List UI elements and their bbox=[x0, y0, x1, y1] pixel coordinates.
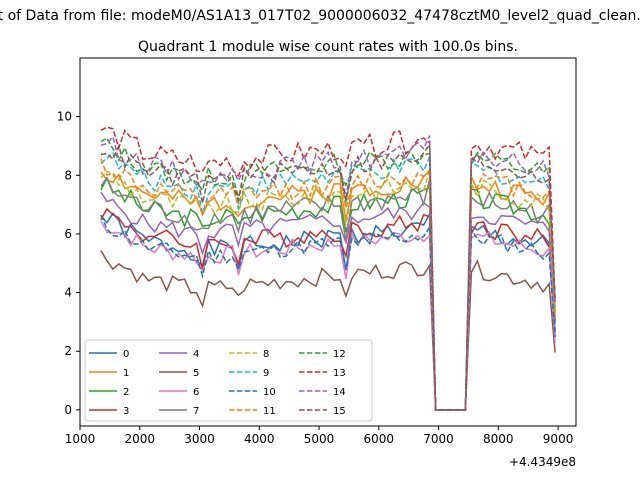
chart-title: Quadrant 1 module wise count rates with … bbox=[138, 39, 518, 55]
x-tick-label: 7000 bbox=[423, 432, 454, 446]
legend-label-3: 3 bbox=[123, 406, 129, 417]
legend-label-5: 5 bbox=[193, 368, 199, 379]
legend-frame bbox=[84, 339, 373, 422]
series-line-8 bbox=[100, 170, 556, 411]
y-tick-label: 10 bbox=[57, 110, 72, 124]
legend-label-14: 14 bbox=[333, 387, 346, 398]
series-line-10 bbox=[100, 214, 556, 411]
legend-label-12: 12 bbox=[333, 349, 346, 360]
legend-label-1: 1 bbox=[123, 368, 129, 379]
legend-label-11: 11 bbox=[263, 406, 276, 417]
series-line-9 bbox=[100, 151, 556, 411]
series-layer bbox=[100, 126, 556, 411]
series-line-2 bbox=[100, 176, 556, 411]
legend-label-4: 4 bbox=[193, 349, 199, 360]
y-tick-label: 4 bbox=[64, 286, 72, 300]
legend-label-9: 9 bbox=[263, 368, 269, 379]
y-tick-label: 0 bbox=[64, 403, 72, 417]
series-line-7 bbox=[100, 176, 556, 411]
series-line-0 bbox=[100, 211, 556, 411]
y-tick-label: 2 bbox=[64, 344, 72, 358]
y-tick-label: 8 bbox=[64, 168, 72, 182]
series-line-4 bbox=[100, 191, 556, 411]
series-line-15 bbox=[100, 142, 556, 411]
x-tick-label: 6000 bbox=[364, 432, 395, 446]
legend-label-10: 10 bbox=[263, 387, 276, 398]
series-line-1 bbox=[100, 168, 556, 411]
y-axis-ticks: 0 2 4 6 8 10 bbox=[57, 110, 80, 417]
series-line-12 bbox=[100, 137, 556, 411]
series-line-13 bbox=[100, 126, 556, 411]
legend-label-15: 15 bbox=[333, 406, 346, 417]
figure-suptitle: Plot of Data from file: modeM0/AS1A13_01… bbox=[0, 8, 640, 24]
x-axis-offset-label: +4.4349e8 bbox=[509, 455, 576, 469]
x-tick-label: 9000 bbox=[543, 432, 574, 446]
legend-label-7: 7 bbox=[193, 406, 199, 417]
series-line-3 bbox=[100, 207, 556, 411]
x-tick-label: 1000 bbox=[65, 432, 96, 446]
series-line-5 bbox=[100, 250, 556, 411]
x-tick-label: 3000 bbox=[184, 432, 215, 446]
legend-label-6: 6 bbox=[193, 387, 199, 398]
x-tick-label: 2000 bbox=[124, 432, 155, 446]
x-tick-label: 4000 bbox=[244, 432, 275, 446]
x-axis-ticks: 1000 2000 3000 4000 5000 6000 7000 8000 9000 bbox=[65, 426, 574, 446]
y-tick-label: 6 bbox=[64, 227, 72, 241]
legend-label-2: 2 bbox=[123, 387, 129, 398]
plot-area-frame bbox=[79, 57, 577, 427]
legend-label-13: 13 bbox=[333, 368, 346, 379]
x-tick-label: 5000 bbox=[304, 432, 335, 446]
legend-label-8: 8 bbox=[263, 349, 269, 360]
legend-label-0: 0 bbox=[123, 349, 129, 360]
x-tick-label: 8000 bbox=[483, 432, 514, 446]
